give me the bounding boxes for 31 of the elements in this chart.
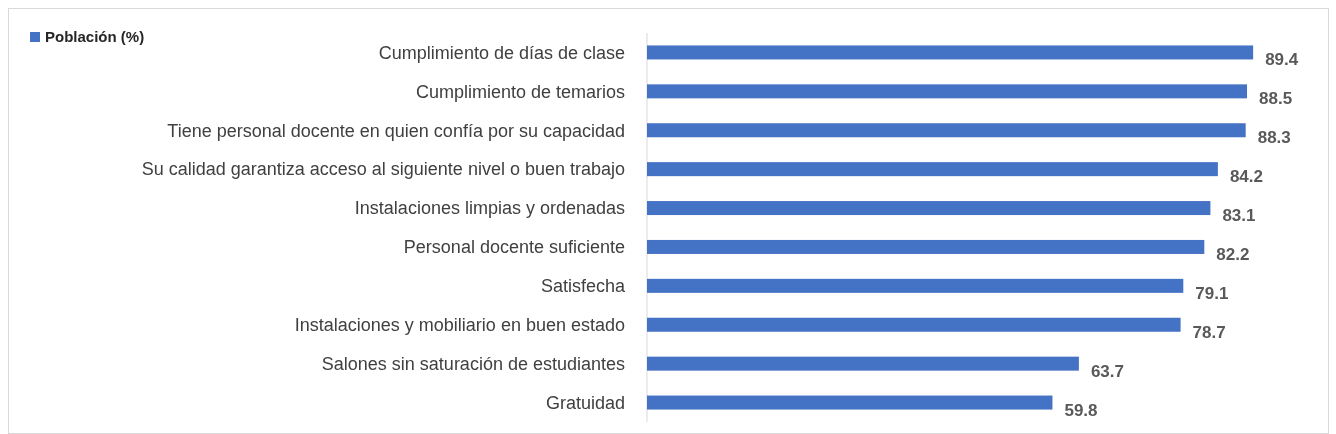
bar <box>647 84 1248 99</box>
y-tick-label: Cumplimiento de días de clase <box>378 42 625 63</box>
bar <box>647 317 1181 332</box>
bar <box>647 395 1053 410</box>
data-label: 84.2 <box>1229 167 1263 187</box>
data-label: 88.5 <box>1259 89 1293 109</box>
y-tick-label: Cumplimiento de temarios <box>415 81 625 102</box>
data-label: 63.7 <box>1090 361 1124 381</box>
data-label: 82.2 <box>1216 244 1250 264</box>
legend-label: Población (%) <box>45 28 145 46</box>
y-tick-label: Salones sin saturación de estudiantes <box>321 353 625 374</box>
data-label: 79.1 <box>1195 283 1229 303</box>
data-label: 59.8 <box>1064 400 1098 420</box>
bar <box>647 45 1254 60</box>
bar <box>647 162 1218 177</box>
data-label: 88.3 <box>1257 128 1291 148</box>
y-tick-label: Satisfecha <box>540 276 626 297</box>
data-label: 78.7 <box>1192 322 1226 342</box>
bar <box>647 123 1246 138</box>
bar <box>647 239 1205 254</box>
data-label: 89.4 <box>1265 50 1299 70</box>
data-label: 83.1 <box>1222 206 1256 225</box>
bar <box>647 356 1079 371</box>
bar <box>647 201 1211 216</box>
y-tick-label: Su calidad garantiza acceso al siguiente nivel o buen trabajo <box>141 159 625 180</box>
y-tick-label: Instalaciones y mobiliario en buen estado <box>294 315 625 336</box>
y-tick-label: Tiene personal docente en quien confía por su capacidad <box>167 120 625 141</box>
y-tick-label: Personal docente suficiente <box>403 237 625 258</box>
bar <box>647 278 1184 293</box>
y-tick-label: Instalaciones limpias y ordenadas <box>354 198 625 219</box>
y-tick-label: Gratuidad <box>545 392 625 413</box>
